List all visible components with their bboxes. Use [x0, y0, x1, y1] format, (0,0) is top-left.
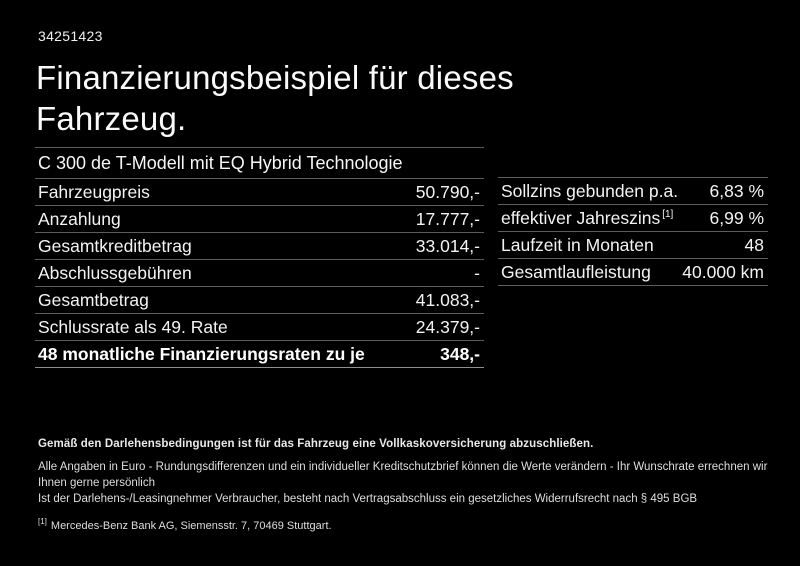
row-label: effektiver Jahreszins [1] — [501, 208, 673, 229]
row-value: 17.777,- — [415, 208, 480, 229]
row-label: Gesamtlaufleistung — [501, 261, 651, 282]
row-value: 6,83 % — [709, 180, 764, 201]
table-row-gesamtbetrag: Gesamtbetrag 41.083,- — [35, 286, 484, 313]
table-row-monthly-rate-total: 48 monatliche Finanzierungsraten zu je 3… — [35, 340, 484, 368]
row-value: 50.790,- — [415, 181, 480, 202]
row-label: Sollzins gebunden p.a. — [501, 180, 679, 201]
vehicle-model: C 300 de T-Modell mit EQ Hybrid Technolo… — [35, 147, 484, 178]
disclaimer-line-2: Ist der Darlehens-/Leasingnehmer Verbrau… — [38, 493, 698, 505]
conditions-table: Sollzins gebunden p.a. 6,83 % effektiver… — [498, 177, 768, 286]
row-value: 41.083,- — [415, 289, 480, 310]
row-label: Fahrzeugpreis — [38, 181, 150, 202]
row-value: 348,- — [440, 343, 480, 364]
table-row-sollzins: Sollzins gebunden p.a. 6,83 % — [498, 177, 768, 204]
row-label: Laufzeit in Monaten — [501, 234, 654, 255]
reference-number: 34251423 — [38, 28, 103, 44]
row-label-text: effektiver Jahreszins — [501, 207, 661, 228]
row-label: 48 monatliche Finanzierungsraten zu je — [38, 343, 365, 364]
row-label: Anzahlung — [38, 208, 121, 229]
row-value: 24.379,- — [415, 316, 480, 337]
table-row-gesamtkreditbetrag: Gesamtkreditbetrag 33.014,- — [35, 232, 484, 259]
row-value: 33.014,- — [415, 235, 480, 256]
row-label: Abschlussgebühren — [38, 262, 192, 283]
financing-table: C 300 de T-Modell mit EQ Hybrid Technolo… — [35, 147, 484, 368]
table-row-fahrzeugpreis: Fahrzeugpreis 50.790,- — [35, 178, 484, 205]
table-row-effektiver-jahreszins: effektiver Jahreszins [1] 6,99 % — [498, 204, 768, 231]
page-title: Finanzierungsbeispiel für dieses Fahrzeu… — [36, 59, 514, 137]
row-label: Gesamtkreditbetrag — [38, 235, 192, 256]
disclaimer-line-1: Alle Angaben in Euro - Rundungsdifferenz… — [38, 461, 768, 489]
row-value: - — [474, 262, 480, 283]
table-row-gesamtlaufleistung: Gesamtlaufleistung 40.000 km — [498, 258, 768, 286]
table-row-abschlussgebuehren: Abschlussgebühren - — [35, 259, 484, 286]
table-row-schlussrate: Schlussrate als 49. Rate 24.379,- — [35, 313, 484, 340]
footnote-text: Mercedes-Benz Bank AG, Siemensstr. 7, 70… — [50, 520, 332, 532]
footnote: [1] Mercedes-Benz Bank AG, Siemensstr. 7,… — [38, 517, 780, 532]
footer-disclaimer: Gemäß den Darlehensbedingungen ist für d… — [38, 438, 780, 532]
row-value: 6,99 % — [709, 207, 764, 228]
row-label: Gesamtbetrag — [38, 289, 149, 310]
table-row-anzahlung: Anzahlung 17.777,- — [35, 205, 484, 232]
footnote-reference: [1] — [662, 208, 674, 220]
row-value: 40.000 km — [682, 261, 764, 282]
row-value: 48 — [744, 234, 764, 255]
table-row-laufzeit: Laufzeit in Monaten 48 — [498, 231, 768, 258]
insurance-note: Gemäß den Darlehensbedingungen ist für d… — [38, 438, 594, 450]
footnote-marker: [1] — [38, 517, 47, 527]
row-label: Schlussrate als 49. Rate — [38, 316, 228, 337]
